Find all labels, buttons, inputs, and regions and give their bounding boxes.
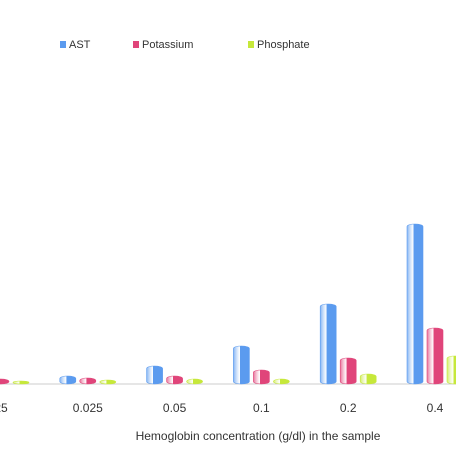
x-tick-label: 0.05 [163,401,187,415]
legend-swatch [60,41,66,48]
bar [446,355,456,385]
x-tick-label: 0.025 [73,401,103,415]
x-tick-label: 25 [0,401,8,415]
bar [166,375,183,385]
bar [319,303,337,385]
bar [233,345,250,385]
bar [99,379,117,385]
bar [406,223,424,385]
x-tick-label: 0.2 [340,401,357,415]
legend-label: Phosphate [257,39,310,51]
bar [59,375,77,385]
legend-label: AST [69,39,91,51]
bar [79,377,97,385]
bar [426,327,444,385]
x-tick-label: 0.1 [253,401,270,415]
bar [339,357,357,385]
bar [253,369,270,385]
bar [186,378,203,385]
x-axis-title: Hemoglobin concentration (g/dl) in the s… [136,429,381,443]
x-tick-label: 0.4 [427,401,444,415]
legend-swatch [133,41,139,48]
legend-swatch [248,41,254,48]
bar [146,365,163,385]
legend-label: Potassium [142,39,193,51]
bar [0,378,10,385]
bar [273,378,290,385]
bar [359,373,377,385]
bar [12,380,30,385]
